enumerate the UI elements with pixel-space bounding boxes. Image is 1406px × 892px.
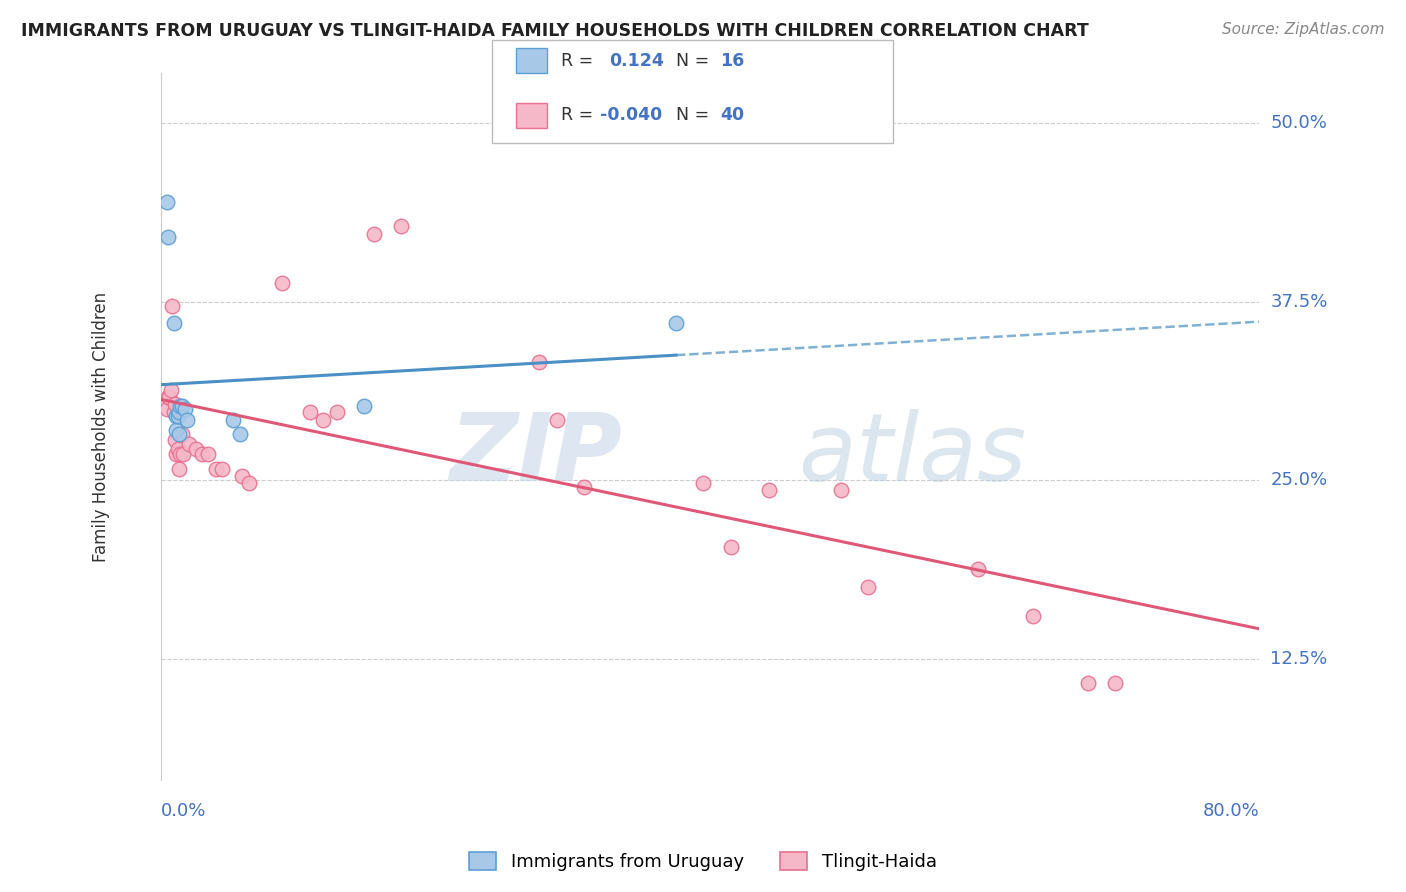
Point — [184, 442, 207, 456]
Point — [353, 399, 375, 413]
Point — [172, 447, 194, 461]
Point — [967, 562, 990, 576]
Text: 40: 40 — [720, 106, 744, 124]
Point — [326, 404, 349, 418]
Point — [1022, 608, 1045, 623]
Point — [312, 413, 335, 427]
Point — [363, 227, 385, 242]
Text: atlas: atlas — [799, 409, 1026, 500]
Text: ZIP: ZIP — [450, 409, 623, 501]
Text: Family Households with Children: Family Households with Children — [91, 292, 110, 562]
Point — [165, 447, 187, 461]
Point — [572, 480, 595, 494]
Point — [166, 442, 188, 456]
Point — [720, 541, 742, 555]
Point — [173, 401, 195, 416]
Legend: Immigrants from Uruguay, Tlingit-Haida: Immigrants from Uruguay, Tlingit-Haida — [463, 845, 943, 879]
Point — [271, 276, 294, 290]
Text: 25.0%: 25.0% — [1271, 471, 1327, 489]
Point — [156, 401, 179, 416]
Text: N =: N = — [676, 52, 710, 70]
Point — [162, 404, 184, 418]
Point — [169, 399, 191, 413]
Point — [197, 447, 219, 461]
Point — [165, 409, 187, 423]
Point — [167, 427, 190, 442]
Point — [692, 476, 714, 491]
Point — [157, 390, 180, 404]
Point — [157, 230, 180, 244]
Text: R =: R = — [561, 106, 593, 124]
Point — [830, 483, 852, 498]
Point — [162, 299, 184, 313]
Text: 0.124: 0.124 — [609, 52, 664, 70]
Point — [238, 476, 260, 491]
Text: N =: N = — [676, 106, 710, 124]
Point — [858, 580, 880, 594]
Point — [1104, 676, 1126, 690]
Point — [228, 427, 250, 442]
Point — [177, 437, 200, 451]
Point — [546, 413, 568, 427]
Text: Source: ZipAtlas.com: Source: ZipAtlas.com — [1222, 22, 1385, 37]
Point — [167, 404, 190, 418]
Point — [163, 397, 186, 411]
Point — [159, 390, 181, 404]
Text: -0.040: -0.040 — [600, 106, 662, 124]
Point — [665, 316, 688, 330]
Text: 80.0%: 80.0% — [1202, 802, 1260, 820]
Point — [211, 461, 233, 475]
Point — [758, 483, 780, 498]
Point — [191, 447, 214, 461]
Point — [165, 423, 187, 437]
Point — [1077, 676, 1099, 690]
Text: 50.0%: 50.0% — [1271, 114, 1327, 132]
Point — [176, 413, 198, 427]
Point — [231, 469, 253, 483]
Text: 16: 16 — [720, 52, 744, 70]
Point — [169, 447, 191, 461]
Point — [205, 461, 228, 475]
Point — [298, 404, 321, 418]
Text: R =: R = — [561, 52, 593, 70]
Point — [166, 409, 188, 423]
Point — [167, 461, 190, 475]
Point — [391, 219, 413, 233]
Text: 37.5%: 37.5% — [1271, 293, 1327, 310]
Point — [170, 427, 193, 442]
Text: 0.0%: 0.0% — [162, 802, 207, 820]
Text: IMMIGRANTS FROM URUGUAY VS TLINGIT-HAIDA FAMILY HOUSEHOLDS WITH CHILDREN CORRELA: IMMIGRANTS FROM URUGUAY VS TLINGIT-HAIDA… — [21, 22, 1088, 40]
Point — [221, 413, 243, 427]
Point — [163, 433, 186, 447]
Point — [162, 316, 184, 330]
Point — [156, 194, 179, 209]
Text: 12.5%: 12.5% — [1271, 649, 1327, 668]
Point — [170, 399, 193, 413]
Point — [527, 354, 550, 368]
Point — [160, 383, 183, 397]
